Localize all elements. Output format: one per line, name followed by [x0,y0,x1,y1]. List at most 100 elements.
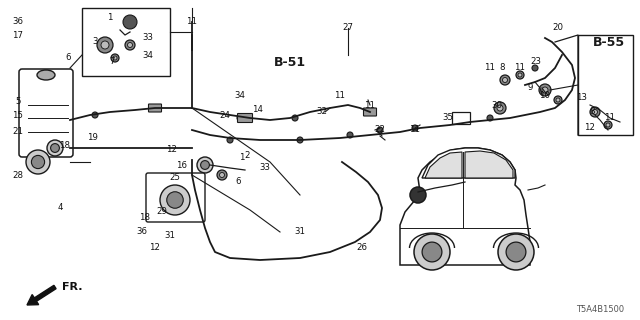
Circle shape [606,123,610,127]
Text: 1: 1 [108,13,113,22]
Circle shape [590,107,600,117]
Text: 11: 11 [335,91,346,100]
Circle shape [97,37,113,53]
Text: 12: 12 [584,124,595,132]
Text: 27: 27 [342,23,353,33]
Circle shape [367,109,373,115]
Text: 11: 11 [410,125,420,134]
Circle shape [414,234,450,270]
Polygon shape [422,148,515,178]
Text: 6: 6 [236,178,241,187]
Text: FR.: FR. [62,282,83,292]
Text: 11: 11 [186,18,198,27]
Text: 32: 32 [317,108,328,116]
Circle shape [412,125,418,131]
FancyArrow shape [27,285,56,305]
Text: 17: 17 [13,30,24,39]
FancyBboxPatch shape [148,104,161,112]
Circle shape [101,41,109,49]
Text: 10: 10 [540,91,550,100]
Polygon shape [425,152,462,178]
Text: 23: 23 [531,58,541,67]
Circle shape [123,15,137,29]
Text: 11: 11 [484,63,495,73]
FancyBboxPatch shape [578,35,633,135]
Text: 31: 31 [294,228,305,236]
Circle shape [197,157,213,173]
Text: 6: 6 [65,53,71,62]
Circle shape [111,54,119,62]
Circle shape [498,234,534,270]
Ellipse shape [37,70,55,80]
Circle shape [113,56,117,60]
Text: 33: 33 [143,34,154,43]
Circle shape [51,144,60,152]
Text: 15: 15 [13,110,24,119]
Text: 31: 31 [164,230,175,239]
Circle shape [494,102,506,114]
FancyBboxPatch shape [237,114,253,123]
Circle shape [152,105,158,111]
Text: 11: 11 [605,114,616,123]
Text: 8: 8 [499,63,505,73]
Text: 12: 12 [166,146,177,155]
Circle shape [220,172,225,178]
Text: 18: 18 [60,140,70,149]
Text: 22: 22 [374,125,385,134]
Text: 29: 29 [157,207,168,217]
Text: 13: 13 [577,93,588,102]
Text: 34: 34 [143,51,154,60]
FancyBboxPatch shape [82,8,170,76]
Circle shape [516,71,524,79]
Circle shape [487,115,493,121]
Circle shape [502,77,508,83]
FancyBboxPatch shape [452,112,470,124]
Circle shape [347,132,353,138]
Circle shape [125,40,135,50]
Text: 4: 4 [57,204,63,212]
Circle shape [422,242,442,262]
Circle shape [410,187,426,203]
Circle shape [555,97,561,103]
Text: 19: 19 [86,133,97,142]
Text: 8: 8 [589,108,595,116]
Text: B-51: B-51 [274,55,306,68]
Circle shape [377,127,383,133]
Circle shape [160,185,190,215]
Text: 30: 30 [492,100,502,109]
Text: 25: 25 [170,173,180,182]
Text: 36: 36 [136,228,147,236]
Circle shape [47,140,63,156]
Text: 26: 26 [356,244,367,252]
Circle shape [532,65,538,71]
Text: 35: 35 [442,114,454,123]
Text: 24: 24 [220,110,230,119]
Text: 18: 18 [140,213,150,222]
Text: 20: 20 [552,23,563,33]
Circle shape [26,150,50,174]
Circle shape [92,112,98,118]
Circle shape [292,115,298,121]
Text: 36: 36 [13,18,24,27]
Text: B-55: B-55 [593,36,625,49]
FancyBboxPatch shape [364,108,376,116]
Circle shape [604,121,612,129]
Text: 33: 33 [259,164,271,172]
Circle shape [593,109,598,115]
Circle shape [167,192,183,208]
Text: T5A4B1500: T5A4B1500 [576,306,624,315]
Circle shape [297,137,303,143]
Circle shape [554,96,562,104]
Text: 21: 21 [13,127,24,137]
Text: 34: 34 [234,91,246,100]
Circle shape [127,43,132,47]
Circle shape [237,115,243,121]
Text: 12: 12 [150,244,161,252]
Polygon shape [465,151,513,178]
Circle shape [227,137,233,143]
FancyBboxPatch shape [19,69,73,157]
Text: 5: 5 [15,98,20,107]
Circle shape [200,161,209,169]
Text: 3: 3 [92,37,98,46]
Polygon shape [400,148,530,265]
